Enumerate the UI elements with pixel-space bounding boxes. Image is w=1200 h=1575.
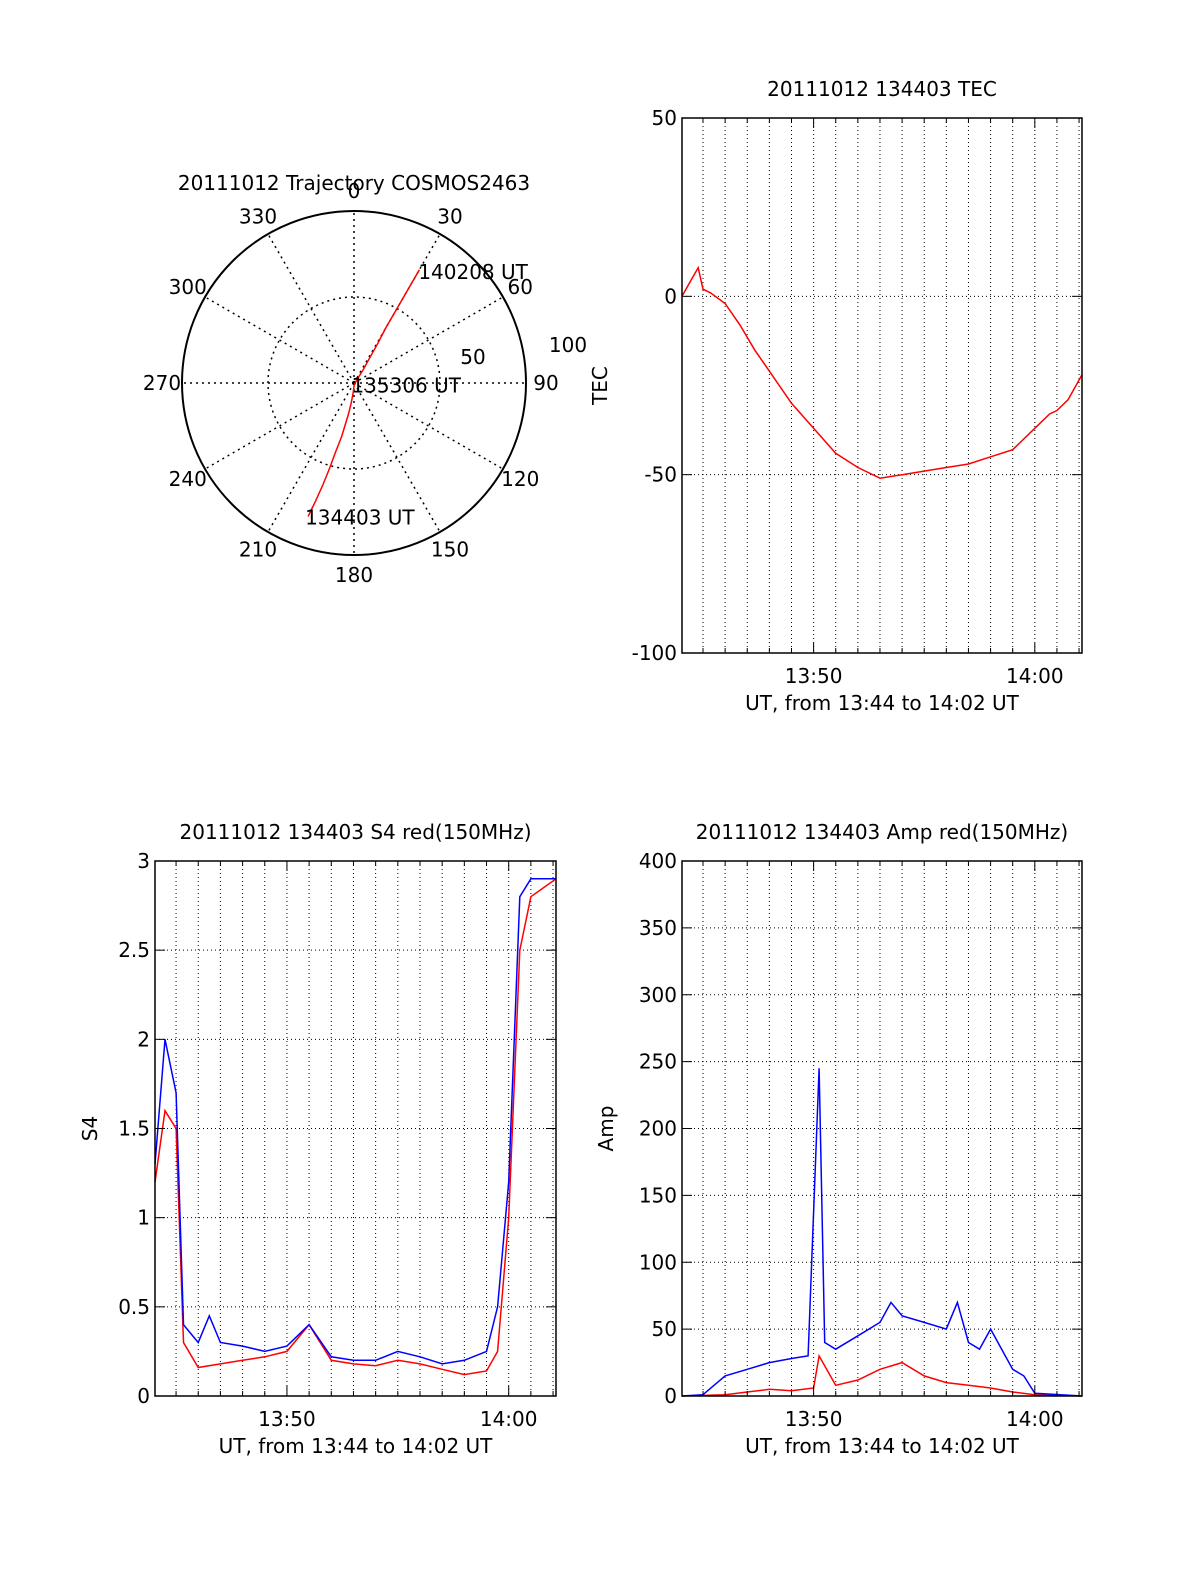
radial-tick-label: 100 <box>549 333 587 357</box>
s4-ticks <box>155 860 556 1397</box>
tec-ticks <box>682 117 1082 654</box>
y-tick-label: 250 <box>639 1050 677 1074</box>
tec-series-line <box>681 265 1083 479</box>
angle-grid-spoke <box>204 296 355 384</box>
y-tick-label: 100 <box>639 1250 677 1274</box>
tec-title: 20111012 134403 TEC <box>767 77 997 101</box>
tec-ylabel: TEC <box>588 366 612 406</box>
trajectory-annotation: 140208 UT <box>418 260 528 284</box>
angle-grid-spoke <box>204 382 355 470</box>
y-tick-label: 150 <box>639 1183 677 1207</box>
y-tick-label: 0.5 <box>118 1295 150 1319</box>
s4-series-line <box>154 878 556 1365</box>
y-tick-label: 0 <box>664 1384 677 1408</box>
angle-tick-label: 270 <box>143 371 181 395</box>
y-tick-label: 2.5 <box>118 938 150 962</box>
tec-panel: 20111012 134403 TEC 13:50 14:00 -100 -50 0 50 U… <box>588 77 1083 715</box>
amp-ylabel: Amp <box>594 1106 618 1152</box>
radial-tick-label: 50 <box>460 345 485 369</box>
tec-xlabel: UT, from 13:44 to 14:02 UT <box>745 691 1020 715</box>
x-tick-label: 14:00 <box>480 1407 538 1431</box>
amp-xlabel: UT, from 13:44 to 14:02 UT <box>745 1434 1020 1458</box>
angle-tick-label: 330 <box>239 205 277 229</box>
s4-panel: 20111012 134403 S4 red(150MHz) 13:50 14:00… <box>78 820 557 1458</box>
s4-ylabel: S4 <box>78 1116 102 1141</box>
angle-tick-label: 60 <box>508 275 533 299</box>
s4-title: 20111012 134403 S4 red(150MHz) <box>180 820 532 844</box>
amp-panel: 20111012 134403 Amp red(150MHz) 13:50 14:0… <box>594 820 1083 1458</box>
tec-grid <box>682 118 1082 653</box>
trajectory-outer-circle <box>181 210 527 556</box>
x-tick-label: 13:50 <box>785 664 843 688</box>
angle-grid-spoke <box>267 382 355 533</box>
y-tick-label: 50 <box>652 106 677 130</box>
x-tick-label: 14:00 <box>1006 664 1064 688</box>
angle-tick-label: 120 <box>501 467 539 491</box>
y-tick-label: 0 <box>664 284 677 308</box>
s4-xlabel: UT, from 13:44 to 14:02 UT <box>219 1434 494 1458</box>
y-tick-label: 2 <box>137 1027 150 1051</box>
y-tick-label: 50 <box>652 1317 677 1341</box>
y-tick-label: -100 <box>632 641 677 665</box>
tec-plot-frame <box>681 117 1083 654</box>
angle-tick-label: 0 <box>348 179 361 203</box>
angle-tick-label: 90 <box>533 371 558 395</box>
trajectory-panel: 20111012 Trajectory COSMOS2463 0 30 60 90 12… <box>143 171 587 587</box>
amp-ticks <box>682 860 1082 1397</box>
y-tick-label: 1.5 <box>118 1117 150 1141</box>
amp-series-line <box>681 1068 1083 1397</box>
trajectory-annotation: 135306 UT <box>351 374 461 398</box>
s4-grid <box>155 861 556 1396</box>
angle-tick-label: 300 <box>169 275 207 299</box>
y-tick-label: 200 <box>639 1117 677 1141</box>
amp-series-line <box>681 1353 1083 1397</box>
angle-grid-spoke <box>267 233 355 384</box>
y-tick-label: 350 <box>639 916 677 940</box>
y-tick-label: 400 <box>639 849 677 873</box>
amp-grid <box>682 861 1082 1396</box>
amp-title: 20111012 134403 Amp red(150MHz) <box>696 820 1068 844</box>
y-tick-label: 1 <box>137 1206 150 1230</box>
angle-tick-label: 180 <box>335 563 373 587</box>
trajectory-annotations: 140208 UT 135306 UT 134403 UT <box>305 260 529 529</box>
s4-series-line <box>154 878 557 1376</box>
trajectory-angle-labels: 0 30 60 90 120 150 180 210 240 270 300 330 <box>143 179 559 587</box>
angle-tick-label: 240 <box>169 467 207 491</box>
y-tick-label: 0 <box>137 1384 150 1408</box>
trajectory-title: 20111012 Trajectory COSMOS2463 <box>178 171 530 195</box>
y-tick-label: 300 <box>639 983 677 1007</box>
angle-tick-label: 210 <box>239 537 277 561</box>
x-tick-label: 13:50 <box>785 1407 843 1431</box>
angle-grid-spoke <box>353 382 504 470</box>
trajectory-radial-labels: 50 100 <box>460 333 587 369</box>
x-tick-label: 14:00 <box>1006 1407 1064 1431</box>
trajectory-series <box>307 269 421 517</box>
y-tick-label: 3 <box>137 849 150 873</box>
angle-grid-spoke <box>353 382 441 533</box>
x-tick-label: 13:50 <box>258 1407 316 1431</box>
y-tick-label: -50 <box>644 463 677 487</box>
angle-grid-spoke <box>353 296 504 384</box>
angle-tick-label: 150 <box>431 537 469 561</box>
trajectory-annotation: 134403 UT <box>305 505 415 529</box>
angle-tick-label: 30 <box>437 205 462 229</box>
trajectory-line <box>307 269 421 517</box>
